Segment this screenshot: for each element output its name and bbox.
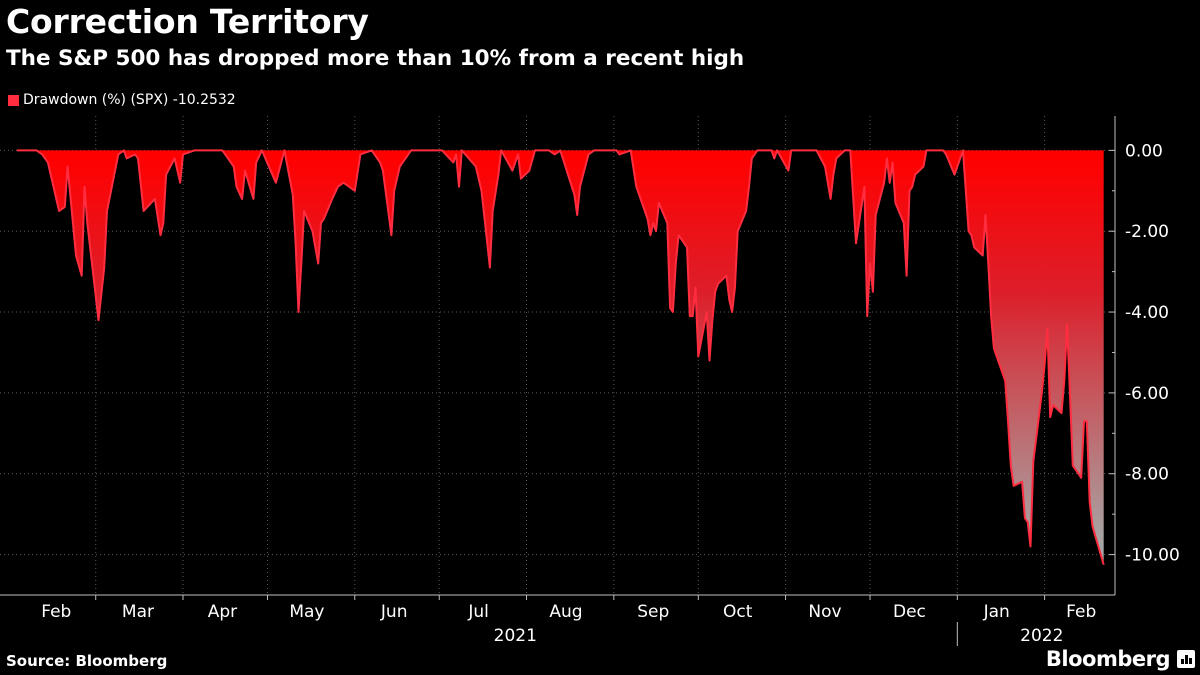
brand-logo: Bloomberg bbox=[1045, 647, 1171, 671]
x-tick-label: Sep bbox=[637, 602, 669, 622]
x-tick-label: Apr bbox=[208, 602, 237, 622]
y-tick-label: -2.00 bbox=[1125, 222, 1169, 242]
chart-title: Correction Territory bbox=[6, 2, 369, 41]
y-tick-label: -6.00 bbox=[1125, 384, 1169, 404]
y-tick-label: -10.00 bbox=[1125, 546, 1180, 566]
source-note: Source: Bloomberg bbox=[6, 652, 168, 670]
x-tick-label: Feb bbox=[41, 602, 71, 622]
x-tick-label: Feb bbox=[1066, 602, 1096, 622]
legend-swatch bbox=[8, 94, 19, 106]
legend: Drawdown (%) (SPX) -10.2532 bbox=[8, 92, 236, 108]
x-tick-label: Jul bbox=[467, 602, 489, 622]
x-tick-label: Jun bbox=[380, 602, 408, 622]
y-tick-label: -4.00 bbox=[1125, 303, 1169, 323]
x-tick-label: May bbox=[289, 602, 324, 622]
year-label: 2021 bbox=[494, 626, 537, 646]
bloomberg-icon bbox=[1177, 650, 1195, 668]
y-tick-label: 0.00 bbox=[1125, 141, 1163, 161]
legend-label: Drawdown (%) (SPX) -10.2532 bbox=[23, 92, 236, 108]
drawdown-line bbox=[16, 149, 1105, 565]
drawdown-area bbox=[16, 150, 1104, 565]
x-tick-label: Nov bbox=[808, 602, 841, 622]
x-tick-label: Dec bbox=[893, 602, 926, 622]
x-tick-label: Jan bbox=[983, 602, 1010, 622]
x-tick-label: Aug bbox=[549, 602, 582, 622]
x-tick-label: Oct bbox=[723, 602, 753, 622]
chart-subtitle: The S&P 500 has dropped more than 10% fr… bbox=[6, 46, 745, 71]
year-label: 2022 bbox=[1020, 626, 1063, 646]
x-tick-label: Mar bbox=[122, 602, 154, 622]
y-tick-label: -8.00 bbox=[1125, 465, 1169, 485]
